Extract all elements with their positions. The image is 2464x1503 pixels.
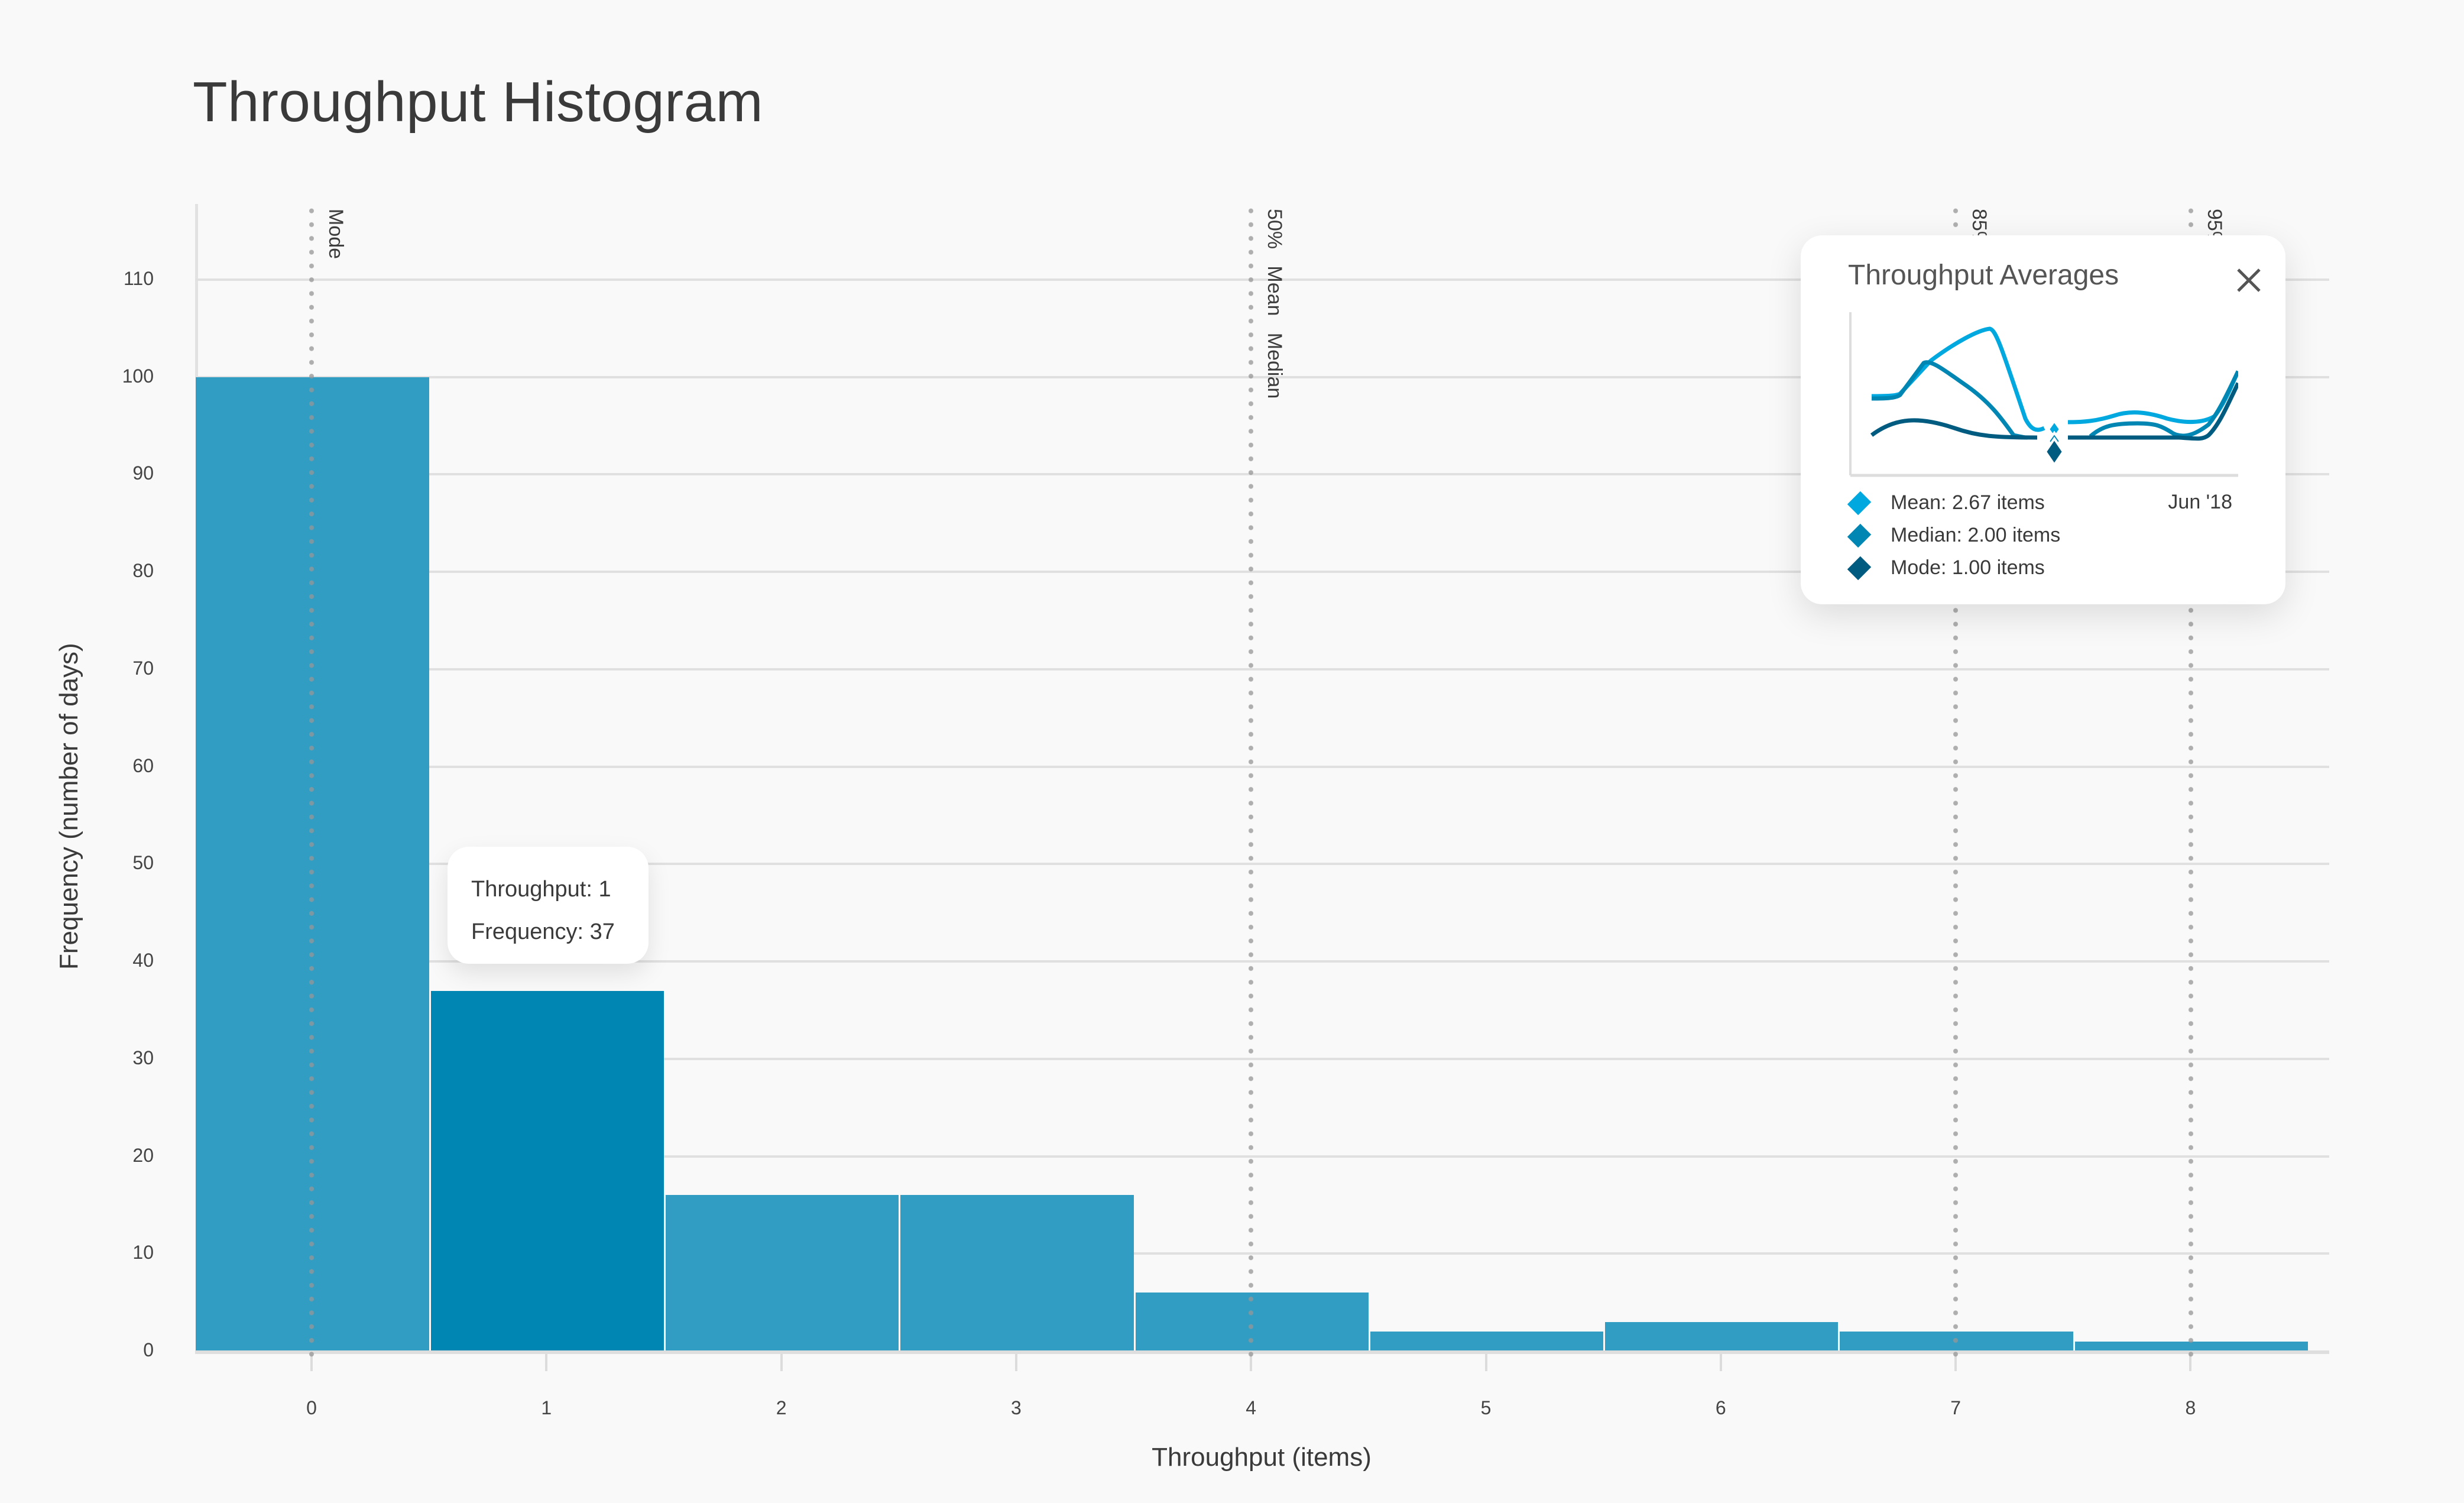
close-icon	[2237, 268, 2261, 292]
x-axis-label: Throughput (items)	[1152, 1443, 1372, 1472]
mean-diamond-icon	[1847, 491, 1872, 515]
popover-title: Throughput Averages	[1848, 260, 2119, 291]
close-button[interactable]	[2232, 264, 2265, 297]
y-tick-label: 90	[132, 462, 154, 484]
tooltip-throughput: Throughput: 1	[471, 877, 611, 902]
gridline	[195, 765, 2329, 768]
page-title: Throughput Histogram	[193, 70, 764, 134]
x-tick-label: 0	[306, 1397, 317, 1418]
x-tick-label: 7	[1950, 1397, 1961, 1418]
x-tick-label: 4	[1246, 1397, 1257, 1418]
legend-item-mode: Mode: 1.00 items	[1847, 552, 2060, 584]
legend-item-median: Median: 2.00 items	[1847, 519, 2061, 552]
y-tick-label: 0	[143, 1339, 154, 1361]
histogram-bar[interactable]	[899, 1195, 1134, 1351]
legend-median-label: Median: 2.00 items	[1891, 524, 2061, 546]
gridline	[195, 668, 2329, 670]
histogram-bar[interactable]	[1368, 1332, 1604, 1351]
throughput-averages-popover: Throughput Averages Jun '18 Mean: 2.67 i…	[1801, 235, 2285, 604]
gridline	[195, 863, 2329, 866]
histogram-bar[interactable]	[663, 1195, 899, 1351]
p50-reference-label: 50% Mean Median	[1263, 209, 1286, 399]
x-tick-mark	[1484, 1353, 1487, 1371]
x-tick-mark	[1250, 1353, 1253, 1371]
mode-reference-line	[309, 204, 314, 1357]
x-tick-mark	[310, 1353, 313, 1371]
gridline	[195, 375, 2329, 378]
bar-tooltip: Throughput: 1 Frequency: 37	[448, 847, 649, 964]
x-tick-mark	[545, 1353, 548, 1371]
x-tick-mark	[2189, 1353, 2192, 1371]
x-tick-label: 1	[541, 1397, 552, 1418]
x-tick-mark	[1954, 1353, 1957, 1371]
averages-sparkline	[1849, 312, 2238, 477]
y-tick-label: 60	[132, 754, 154, 776]
legend-mean-label: Mean: 2.67 items	[1891, 491, 2045, 514]
y-tick-label: 80	[132, 560, 154, 582]
gridline	[195, 960, 2329, 963]
mode-reference-label: Mode	[325, 209, 347, 260]
x-tick-label: 6	[1715, 1397, 1726, 1418]
x-tick-mark	[1014, 1353, 1017, 1371]
gridline	[195, 1155, 2329, 1158]
p50-reference-line	[1249, 204, 1253, 1357]
x-tick-label: 8	[2185, 1397, 2196, 1418]
popover-date: Jun '18	[2168, 491, 2232, 513]
y-tick-label: 10	[132, 1242, 154, 1264]
averages-legend: Mean: 2.67 items Median: 2.00 items Mode…	[1847, 487, 2061, 584]
y-tick-label: 30	[132, 1047, 154, 1068]
x-tick-mark	[1719, 1353, 1722, 1371]
gridline	[195, 1057, 2329, 1060]
gridline	[195, 473, 2329, 476]
y-tick-label: 110	[123, 268, 154, 289]
histogram-bar[interactable]	[1603, 1321, 1839, 1351]
x-tick-label: 5	[1480, 1397, 1492, 1418]
tooltip-frequency: Frequency: 37	[471, 919, 615, 944]
y-tick-label: 40	[132, 950, 154, 971]
y-tick-label: 70	[132, 657, 154, 679]
median-diamond-icon	[1847, 523, 1872, 548]
x-tick-label: 2	[776, 1397, 787, 1418]
gridline	[195, 1252, 2329, 1255]
mode-diamond-icon	[1847, 556, 1872, 580]
p85-reference-line	[1953, 204, 1958, 1357]
gridline	[195, 571, 2329, 574]
legend-item-mean: Mean: 2.67 items	[1847, 487, 2060, 519]
x-tick-label: 3	[1010, 1397, 1022, 1418]
p95-reference-line	[2189, 204, 2193, 1357]
y-tick-label: 100	[122, 365, 154, 387]
x-axis-line	[195, 1350, 2329, 1354]
histogram-bar[interactable]	[429, 990, 664, 1351]
x-tick-mark	[780, 1353, 783, 1371]
y-tick-label: 20	[132, 1144, 154, 1166]
histogram-plot-area: Mode 50% Mean Median 85% 95%	[194, 204, 2329, 1357]
y-tick-label: 50	[132, 852, 154, 874]
gridline	[195, 278, 2329, 281]
legend-mode-label: Mode: 1.00 items	[1891, 556, 2045, 579]
y-axis-label: Frequency (number of days)	[54, 643, 83, 970]
